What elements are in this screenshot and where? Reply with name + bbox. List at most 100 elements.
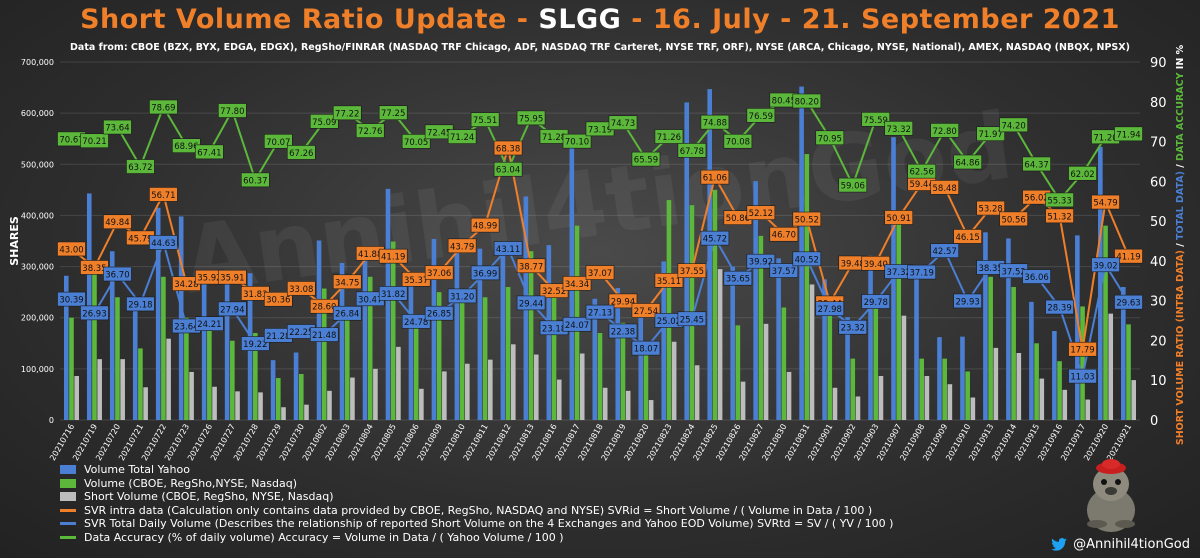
data-label: 43.79 bbox=[450, 242, 474, 252]
data-label: 35.92 bbox=[197, 274, 221, 284]
data-label: 77.80 bbox=[220, 107, 244, 117]
data-label: 67.41 bbox=[197, 148, 221, 158]
data-label-box bbox=[861, 112, 891, 127]
data-label-box bbox=[792, 211, 822, 227]
bar bbox=[120, 359, 125, 420]
data-label-box bbox=[1114, 294, 1143, 310]
data-label: 75.51 bbox=[473, 116, 497, 126]
legend: Volume Total Yahoo Volume (CBOE, RegSho,N… bbox=[60, 463, 960, 544]
data-label: 46.15 bbox=[955, 233, 979, 243]
data-label: 29.78 bbox=[864, 298, 888, 308]
data-label: 71.24 bbox=[450, 133, 474, 143]
bar bbox=[776, 258, 781, 420]
data-label: 72.45 bbox=[427, 128, 451, 138]
bar bbox=[579, 353, 585, 420]
bar bbox=[373, 368, 378, 420]
data-label-box bbox=[378, 248, 408, 264]
data-label-box bbox=[953, 154, 982, 170]
data-label-box bbox=[332, 274, 362, 290]
bar bbox=[758, 235, 764, 420]
data-label-box bbox=[608, 323, 638, 339]
bar bbox=[684, 102, 690, 420]
data-label-box bbox=[769, 263, 799, 278]
bar bbox=[1029, 301, 1034, 420]
bar bbox=[224, 275, 230, 420]
data-label-box bbox=[309, 327, 339, 342]
data-label-box bbox=[401, 314, 431, 329]
data-label: 34.28 bbox=[174, 280, 198, 290]
data-label: 39.48 bbox=[841, 259, 865, 269]
data-label: 39.02 bbox=[1093, 261, 1117, 271]
bar bbox=[781, 307, 787, 420]
data-label: 41.19 bbox=[1116, 253, 1140, 263]
data-label-box bbox=[126, 159, 155, 174]
data-label: 49.84 bbox=[105, 218, 129, 228]
data-label-box bbox=[746, 253, 776, 269]
data-label: 73.32 bbox=[887, 125, 911, 135]
legend-item: SVR Total Daily Volume (Describes the re… bbox=[60, 517, 960, 531]
bar bbox=[671, 341, 677, 420]
bar bbox=[620, 322, 626, 420]
data-label-box bbox=[861, 255, 891, 271]
bar bbox=[396, 346, 401, 420]
data-label-box bbox=[723, 133, 753, 149]
data-label: 43.00 bbox=[59, 245, 83, 255]
y-tick-label: 300,000 bbox=[21, 263, 54, 272]
data-label: 71.97 bbox=[978, 130, 1002, 140]
data-label: 39.92 bbox=[749, 258, 773, 268]
data-label: 71.28 bbox=[542, 133, 566, 143]
data-label: 34.75 bbox=[335, 278, 359, 288]
twitter-handle: @Annihil4tionGod bbox=[1073, 537, 1190, 552]
data-label: 29.18 bbox=[128, 300, 152, 310]
legend-swatch bbox=[60, 522, 76, 526]
data-label: 80.20 bbox=[795, 97, 819, 107]
data-label: 26.85 bbox=[427, 310, 451, 320]
y2-tick-label: 60 bbox=[1150, 175, 1167, 190]
bar bbox=[740, 381, 746, 420]
legend-swatch bbox=[60, 508, 76, 512]
data-label-box bbox=[631, 151, 661, 167]
data-label: 36.70 bbox=[105, 271, 129, 281]
data-label: 68.96 bbox=[174, 142, 198, 152]
data-label-box bbox=[999, 117, 1028, 133]
bar bbox=[845, 317, 850, 420]
data-label-box bbox=[493, 241, 523, 256]
bar bbox=[648, 400, 654, 420]
bar bbox=[344, 307, 350, 420]
data-label: 44.63 bbox=[151, 239, 175, 249]
bar bbox=[942, 358, 947, 420]
title-part1: Short Volume Ratio Update - bbox=[80, 4, 539, 35]
bar bbox=[321, 288, 327, 420]
data-label-box bbox=[631, 340, 661, 356]
data-label-box bbox=[1068, 341, 1097, 357]
bar bbox=[207, 327, 212, 420]
bar bbox=[694, 365, 700, 420]
data-label-box bbox=[677, 311, 707, 327]
data-label: 37.52 bbox=[1001, 267, 1025, 277]
data-label: 38.77 bbox=[519, 262, 543, 272]
data-label-box bbox=[424, 265, 454, 280]
title-ticker: SLGG bbox=[538, 4, 622, 35]
data-label: 33.08 bbox=[289, 285, 313, 295]
data-label-box bbox=[792, 93, 822, 109]
data-label: 25.45 bbox=[680, 315, 704, 325]
bar bbox=[1052, 331, 1057, 420]
bar bbox=[465, 363, 470, 420]
bar bbox=[327, 390, 332, 420]
data-label: 37.19 bbox=[910, 269, 934, 279]
data-label: 35.91 bbox=[220, 274, 244, 284]
data-label-box bbox=[447, 238, 477, 254]
data-label: 51.32 bbox=[1047, 212, 1071, 222]
data-label-box bbox=[401, 134, 431, 149]
bar bbox=[488, 359, 493, 420]
y2-axis-title: SHORT VOLUME RATIO (INTRA DATA) / TOTAL … bbox=[1175, 44, 1186, 445]
data-label-box bbox=[608, 293, 638, 309]
data-label-box bbox=[286, 281, 316, 296]
bar bbox=[937, 337, 942, 420]
data-label-box bbox=[218, 103, 247, 118]
data-label: 37.07 bbox=[588, 269, 612, 279]
bar bbox=[1098, 146, 1103, 420]
data-label-box bbox=[263, 133, 293, 149]
data-label: 63.04 bbox=[496, 166, 520, 176]
data-label: 22.38 bbox=[611, 327, 635, 337]
